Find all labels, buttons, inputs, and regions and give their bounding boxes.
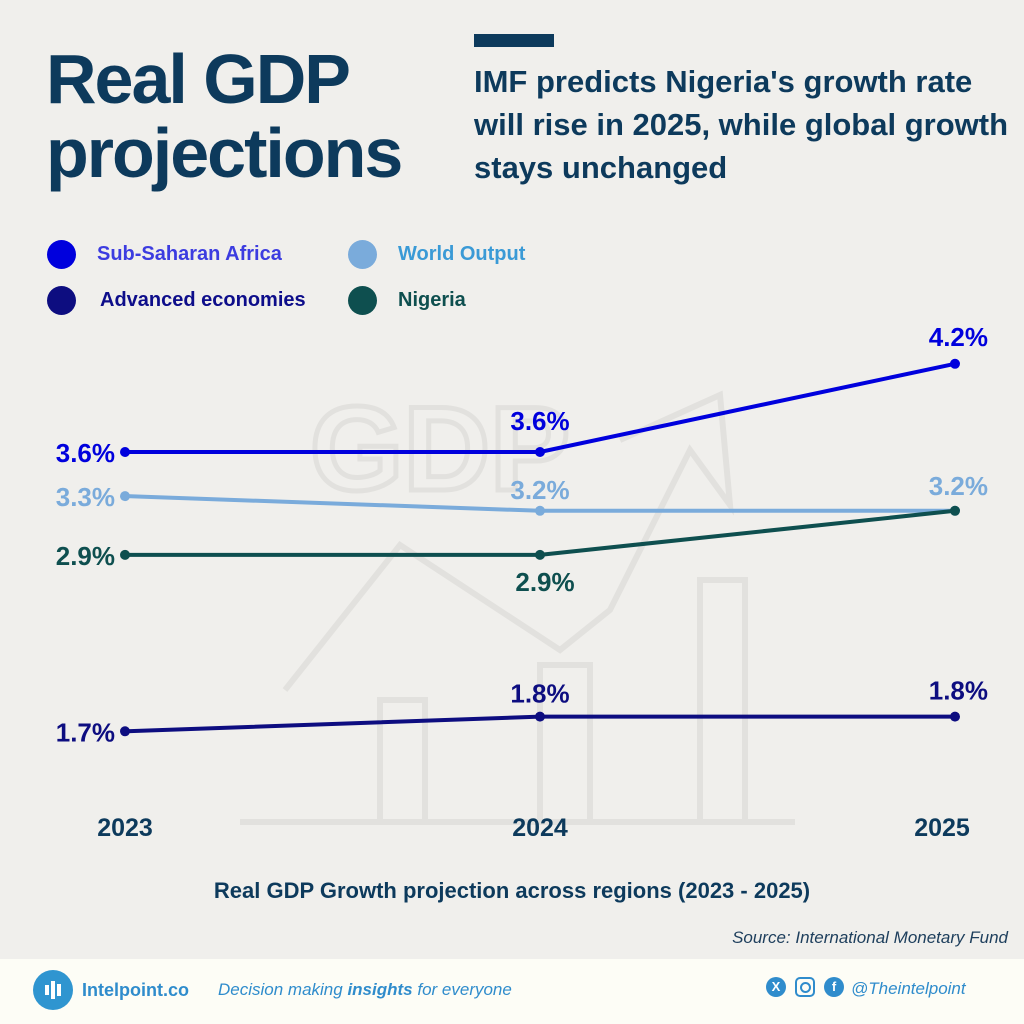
legend-label: Advanced economies <box>100 289 306 311</box>
x-tick-label: 2025 <box>914 814 970 842</box>
legend-swatch <box>348 286 377 315</box>
data-label: 3.3% <box>56 482 115 512</box>
data-point <box>120 447 130 457</box>
brand-link[interactable]: Intelpoint.co <box>82 980 189 1000</box>
x-axis-title: Real GDP Growth projection across region… <box>213 878 811 903</box>
x-tick-label: 2024 <box>512 814 568 842</box>
data-label: 1.8% <box>510 679 569 709</box>
intelpoint-logo-icon <box>33 970 73 1010</box>
gdp-watermark: GDP <box>240 380 795 825</box>
page-title: Real GDP projections <box>46 40 403 192</box>
legend-swatch <box>348 240 377 269</box>
legend-label: Sub-Saharan Africa <box>97 243 282 265</box>
data-point <box>120 549 130 560</box>
data-point <box>120 491 130 502</box>
footer <box>0 959 1024 1024</box>
subtitle: IMF predicts Nigeria's growth rate will … <box>474 64 1009 185</box>
tagline-text: for everyone <box>412 980 512 999</box>
x-tick-label: 2023 <box>97 814 153 842</box>
social-handle[interactable]: @Theintelpoint <box>851 979 966 998</box>
facebook-icon[interactable]: f <box>824 977 844 997</box>
legend-label: Nigeria <box>398 289 466 311</box>
data-label: 3.6% <box>510 406 569 436</box>
data-point <box>950 358 960 369</box>
data-label: 3.2% <box>929 471 988 501</box>
title-line: projections <box>46 114 403 192</box>
tagline-text: Decision making <box>218 980 348 999</box>
data-label: 2.9% <box>56 541 115 571</box>
legend-swatch <box>47 240 76 269</box>
data-point <box>535 711 545 722</box>
data-point <box>535 447 545 457</box>
accent-bar <box>474 34 554 47</box>
data-point <box>535 505 545 516</box>
title-line: Real GDP <box>46 40 351 118</box>
svg-text:GDP: GDP <box>310 382 570 516</box>
legend-swatch <box>47 286 76 315</box>
instagram-icon[interactable] <box>795 977 815 997</box>
line-chart: GDP 3.6% 3.6% 4.2% 3.3% 3.2% 3.2% 1.7% 1.8% 1.8%… <box>56 322 988 842</box>
series-line <box>125 508 956 557</box>
source-note: Source: International Monetary Fund <box>732 928 1008 947</box>
data-label: 2.9% <box>515 567 574 597</box>
x-icon[interactable]: X <box>766 977 786 997</box>
data-label: 4.2% <box>929 322 988 352</box>
tagline-bold: insights <box>347 980 413 999</box>
data-point <box>535 549 545 560</box>
data-label: 3.6% <box>56 438 115 468</box>
data-label: 1.8% <box>929 676 988 706</box>
data-point <box>120 726 130 737</box>
data-label: 1.7% <box>56 717 115 747</box>
data-label: 3.2% <box>510 475 569 505</box>
tagline: Decision making insights for everyone <box>218 980 512 1000</box>
legend-label: World Output <box>398 243 526 265</box>
data-point <box>950 505 960 516</box>
data-point <box>950 711 960 722</box>
